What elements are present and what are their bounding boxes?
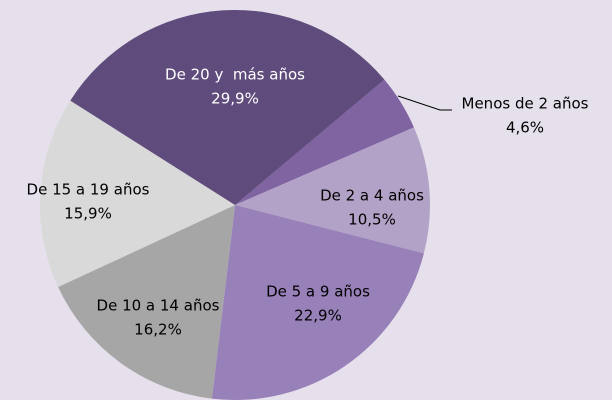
pie-slice: [211, 205, 424, 400]
slice-label: De 2 a 4 años: [320, 187, 424, 205]
pie-slice: [235, 127, 431, 254]
slice-label: De 10 a 14 años: [97, 297, 220, 315]
value-label: 22,9%: [294, 307, 342, 325]
value-label: 15,9%: [64, 205, 112, 223]
pie-slice: [70, 10, 385, 206]
slice-label: De 5 a 9 años: [266, 283, 370, 301]
pie: [39, 10, 431, 400]
value-label: 29,9%: [211, 90, 259, 108]
slice-label: De 15 a 19 años: [27, 181, 150, 199]
value-label: 16,2%: [134, 321, 182, 339]
slice-label: Menos de 2 años: [462, 95, 589, 113]
value-label: 10,5%: [348, 211, 396, 229]
value-label: 4,6%: [506, 119, 544, 137]
slice-label: De 20 y más años: [165, 66, 305, 84]
leader-line: [397, 95, 452, 111]
pie-slice: [58, 205, 235, 399]
pie-slice: [235, 79, 414, 205]
pie-slice: [39, 100, 235, 288]
